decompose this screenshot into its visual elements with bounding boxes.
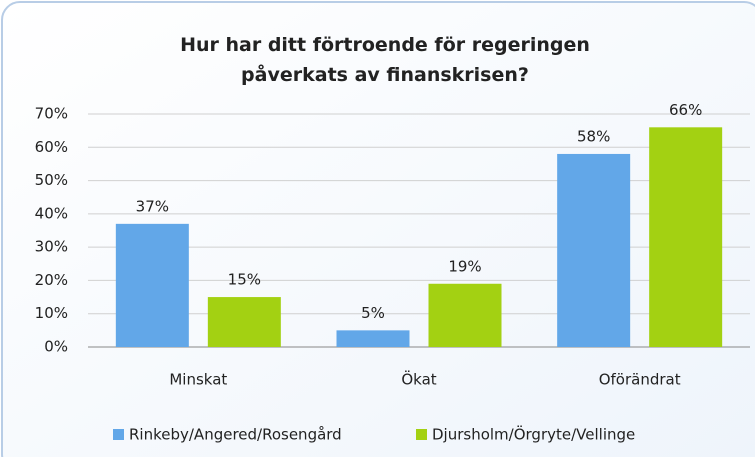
legend-label: Djursholm/Örgryte/Vellinge [432, 425, 635, 444]
bar [557, 153, 631, 347]
data-label: 58% [577, 127, 610, 145]
y-tick-label: 60% [35, 138, 68, 156]
y-tick-label: 10% [35, 304, 68, 322]
y-tick-label: 0% [44, 338, 68, 356]
data-label: 37% [136, 197, 169, 215]
chart-title: Hur har ditt förtroende för regeringen p… [180, 34, 590, 86]
y-tick-label: 50% [35, 171, 68, 189]
y-tick-label: 70% [35, 105, 68, 123]
y-tick-label: 20% [35, 271, 68, 289]
bar [336, 330, 410, 347]
legend-swatch [416, 429, 427, 440]
data-label: 5% [361, 304, 385, 322]
x-tick-label: Oförändrat [599, 371, 681, 389]
bar [115, 223, 189, 347]
legend-swatch [113, 429, 124, 440]
legend-label: Rinkeby/Angered/Rosengård [129, 426, 342, 444]
data-label: 19% [448, 257, 481, 275]
bar [649, 127, 723, 347]
y-tick-label: 30% [35, 238, 68, 256]
y-tick-label: 40% [35, 204, 68, 222]
bar [207, 297, 281, 347]
data-label: 66% [669, 101, 702, 119]
data-label: 15% [228, 271, 261, 289]
x-tick-label: Minskat [169, 371, 227, 389]
x-tick-label: Ökat [401, 370, 436, 389]
bar [428, 283, 502, 347]
